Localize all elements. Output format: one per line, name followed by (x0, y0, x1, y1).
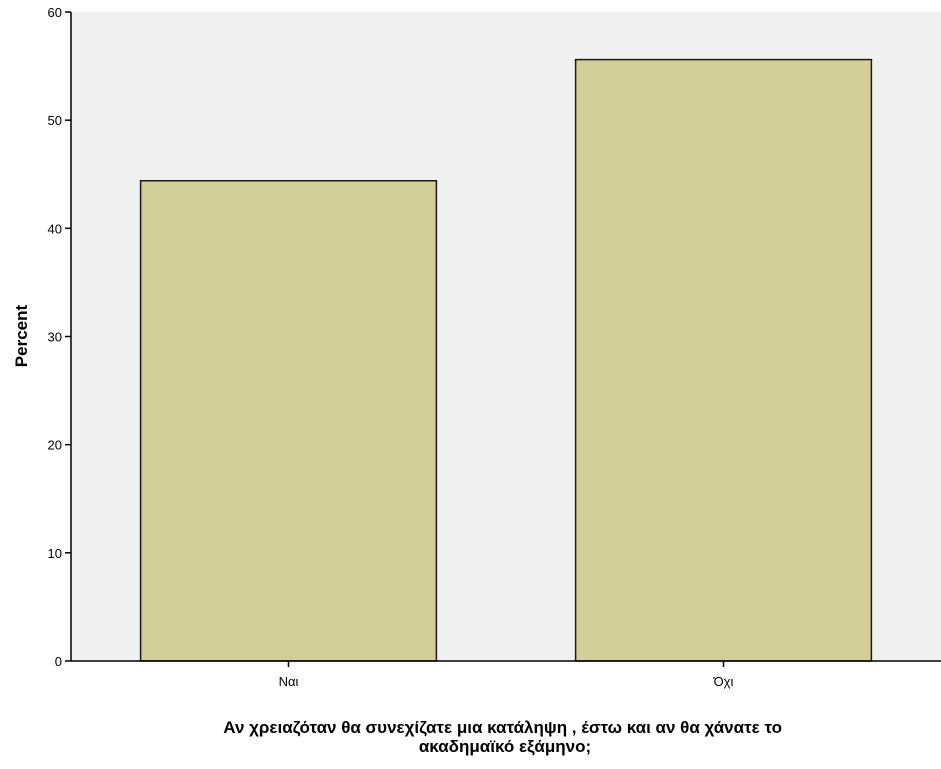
bar-2 (574, 58, 873, 662)
y-tick-label: 40 (48, 221, 62, 236)
bar-1 (139, 179, 438, 662)
bars (139, 58, 873, 662)
x-axis-ticks: Ναι Όχι (279, 661, 734, 689)
y-tick-label: 20 (48, 438, 62, 453)
y-axis-label: Percent (12, 304, 31, 367)
y-tick-label: 10 (48, 546, 62, 561)
x-axis-label: Αν χρειαζόταν θα συνεχίζατε μια κατάληψη… (223, 718, 786, 756)
x-tick-label: Όχι (713, 674, 734, 689)
y-axis-ticks: 0 10 20 30 40 50 60 (48, 5, 71, 669)
y-tick-label: 30 (48, 330, 62, 345)
y-tick-label: 0 (55, 654, 62, 669)
x-axis-label-line-2: ακαδημαϊκό εξάμηνο; (419, 737, 591, 756)
x-tick-label: Ναι (279, 674, 299, 689)
y-tick-label: 60 (48, 5, 62, 20)
x-axis-label-line-1: Αν χρειαζόταν θα συνεχίζατε μια κατάληψη… (223, 718, 782, 737)
y-tick-label: 50 (48, 113, 62, 128)
